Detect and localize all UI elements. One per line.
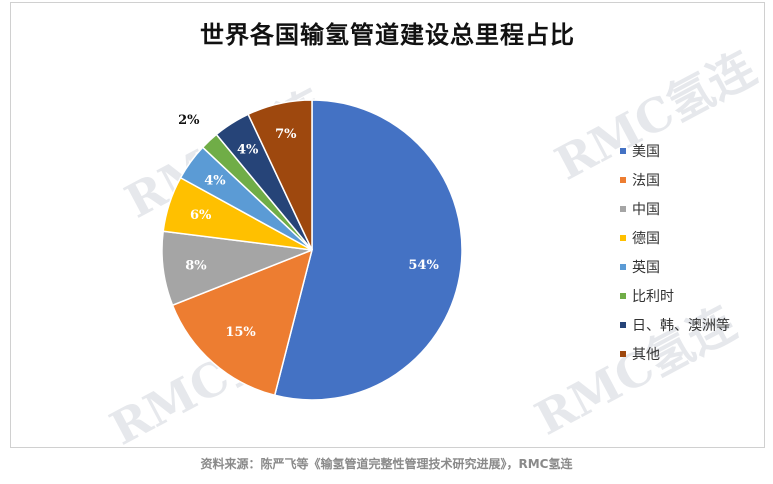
legend-item-7: 其他 bbox=[620, 339, 730, 368]
legend-swatch bbox=[620, 350, 626, 357]
legend-item-0: 美国 bbox=[620, 136, 730, 165]
pie-slice-7 bbox=[247, 99, 313, 251]
legend-swatch bbox=[620, 205, 626, 212]
data-label-5: 2% bbox=[178, 113, 200, 128]
legend-swatch bbox=[620, 176, 626, 183]
legend-label: 英国 bbox=[632, 259, 660, 276]
data-label-6: 4% bbox=[237, 143, 259, 158]
legend-swatch bbox=[620, 147, 626, 154]
legend-item-4: 英国 bbox=[620, 252, 730, 281]
pie-slice-1 bbox=[171, 248, 314, 397]
legend-item-5: 比利时 bbox=[620, 281, 730, 310]
legend-swatch bbox=[620, 234, 626, 241]
legend-label: 法国 bbox=[632, 172, 660, 189]
legend-swatch bbox=[620, 292, 626, 299]
pie-slice-0 bbox=[273, 99, 463, 401]
legend-label: 中国 bbox=[632, 201, 660, 218]
legend-item-1: 法国 bbox=[620, 165, 730, 194]
data-label-2: 8% bbox=[185, 259, 207, 274]
legend-swatch bbox=[620, 263, 626, 270]
data-label-1: 15% bbox=[225, 325, 256, 340]
legend-item-3: 德国 bbox=[620, 223, 730, 252]
legend-swatch bbox=[620, 321, 626, 328]
chart-title: 世界各国输氢管道建设总里程占比 bbox=[200, 20, 575, 49]
legend-label: 德国 bbox=[632, 230, 660, 247]
source-note: 资料来源：陈严飞等《输氢管道完整性管理技术研究进展》，RMC氢连 bbox=[200, 457, 573, 471]
data-label-4: 4% bbox=[204, 173, 226, 188]
legend-label: 其他 bbox=[632, 346, 660, 363]
chart-legend: 美国法国中国德国英国比利时日、韩、澳洲等 其他 bbox=[620, 136, 730, 368]
legend-label: 美国 bbox=[632, 143, 660, 160]
data-label-7: 7% bbox=[275, 127, 297, 142]
data-label-3: 6% bbox=[190, 208, 212, 223]
legend-item-6: 日、韩、澳洲等 bbox=[620, 310, 730, 339]
legend-label: 比利时 bbox=[632, 288, 674, 305]
legend-item-2: 中国 bbox=[620, 194, 730, 223]
legend-label: 日、韩、澳洲等 bbox=[632, 317, 730, 334]
data-label-0: 54% bbox=[408, 258, 439, 273]
